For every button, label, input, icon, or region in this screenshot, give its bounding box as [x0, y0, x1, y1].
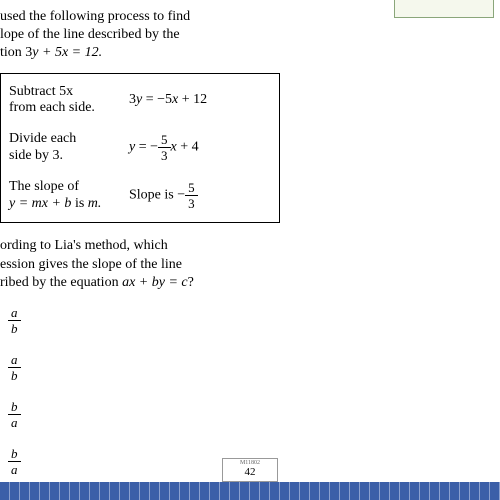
intro-line: tion 3y + 5x = 12.	[0, 44, 500, 62]
choice-b[interactable]: ab	[8, 353, 500, 382]
choice-a[interactable]: ab	[8, 306, 500, 335]
choice-c[interactable]: ba	[8, 400, 500, 429]
page-number: 42	[223, 466, 277, 478]
top-right-panel	[394, 0, 494, 18]
answer-choices: ab ab ba ba	[0, 306, 500, 476]
step-text: Subtract 5x from each side.	[9, 84, 129, 118]
fraction: ba	[8, 400, 21, 429]
bottom-stripes	[0, 482, 500, 500]
page-footer: M11802 42	[0, 458, 500, 500]
work-box: Subtract 5x from each side. 3y = −5x + 1…	[0, 73, 280, 224]
fraction: ab	[8, 353, 21, 382]
step-text: The slope of y = mx + b is m.	[9, 179, 129, 213]
step-text: Divide each side by 3.	[9, 131, 129, 165]
fraction: 53	[158, 133, 171, 162]
step-2: Divide each side by 3. y = −53x + 4	[9, 131, 271, 165]
step-1: Subtract 5x from each side. 3y = −5x + 1…	[9, 84, 271, 118]
page-content: used the following process to find lope …	[0, 0, 500, 476]
fraction: 53	[185, 181, 198, 210]
step-math: 3y = −5x + 12	[129, 92, 271, 108]
step-math: y = −53x + 4	[129, 133, 271, 162]
intro-line: lope of the line described by the	[0, 26, 500, 44]
question-line: ribed by the equation ax + by = c?	[0, 274, 500, 292]
question-line: ession gives the slope of the line	[0, 256, 500, 274]
page-number-box: M11802 42	[222, 458, 278, 482]
step-math: Slope is −53	[129, 181, 271, 210]
question-text: ording to Lia's method, which ession giv…	[0, 237, 500, 292]
step-3: The slope of y = mx + b is m. Slope is −…	[9, 179, 271, 213]
fraction: ab	[8, 306, 21, 335]
question-line: ording to Lia's method, which	[0, 237, 500, 255]
